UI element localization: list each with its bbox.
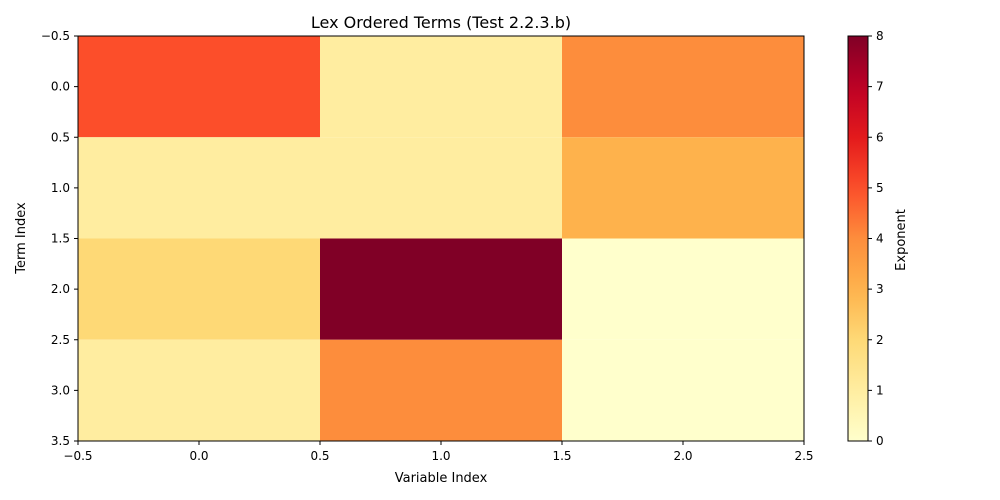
x-axis-title: Variable Index [395,471,488,486]
colorbar-tick-label: 2 [876,333,884,347]
colorbar-tick-label: 4 [876,232,884,246]
x-tick-label: 2.0 [673,449,692,463]
colorbar-label: Exponent [894,209,909,271]
x-tick-label: 1.5 [552,449,571,463]
x-axis: −0.5 0.0 0.5 1.0 1.5 2.0 2.5 [63,441,814,463]
chart-title: Lex Ordered Terms (Test 2.2.3.b) [311,13,571,32]
heatmap-cell [562,36,804,138]
y-tick-label: 2.0 [51,282,70,296]
heatmap-cell [320,137,562,239]
x-tick-label: −0.5 [63,449,92,463]
colorbar-tick-label: 7 [876,80,884,94]
y-axis: −0.5 0.0 0.5 1.0 1.5 2.0 2.5 3.0 3.5 [41,29,78,448]
y-tick-label: −0.5 [41,29,70,43]
heatmap-cell [562,137,804,239]
heatmap-cell [320,238,562,340]
y-tick-label: 2.5 [51,333,70,347]
heatmap-cell [78,36,320,138]
colorbar-tick-label: 8 [876,29,884,43]
colorbar-tick-label: 6 [876,130,884,144]
x-tick-label: 0.0 [189,449,208,463]
heatmap-cell [320,339,562,441]
heatmap-cell [78,238,320,340]
colorbar-axis: 0 1 2 3 4 5 6 7 8 [868,29,884,448]
heatmap-cell [78,137,320,239]
colorbar [847,35,869,442]
y-tick-label: 0.5 [51,130,70,144]
x-tick-label: 2.5 [794,449,813,463]
x-tick-label: 0.5 [310,449,329,463]
heatmap-cell [320,36,562,138]
y-tick-label: 3.0 [51,383,70,397]
colorbar-tick-label: 0 [876,434,884,448]
y-axis-title: Term Index [14,202,29,275]
colorbar-tick-label: 1 [876,383,884,397]
colorbar-tick-label: 5 [876,181,884,195]
y-tick-label: 1.5 [51,232,70,246]
heatmap-cell [78,339,320,441]
heatmap-cell [562,339,804,441]
x-tick-label: 1.0 [431,449,450,463]
heatmap-cell [562,238,804,340]
y-tick-label: 3.5 [51,434,70,448]
colorbar-tick-label: 3 [876,282,884,296]
y-tick-label: 0.0 [51,80,70,94]
heatmap-cells [78,36,804,441]
y-tick-label: 1.0 [51,181,70,195]
